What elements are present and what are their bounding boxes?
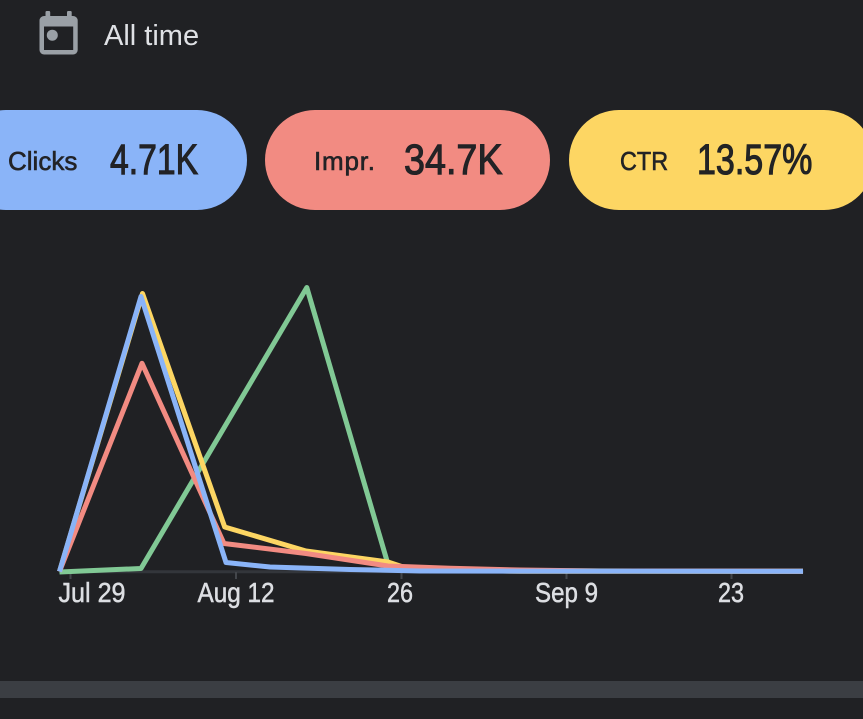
svg-text:Aug 12: Aug 12 <box>198 577 275 608</box>
svg-text:23: 23 <box>718 577 744 608</box>
svg-text:26: 26 <box>387 577 413 608</box>
svg-text:Jul 29: Jul 29 <box>59 577 126 608</box>
svg-text:Sep 9: Sep 9 <box>535 577 598 608</box>
